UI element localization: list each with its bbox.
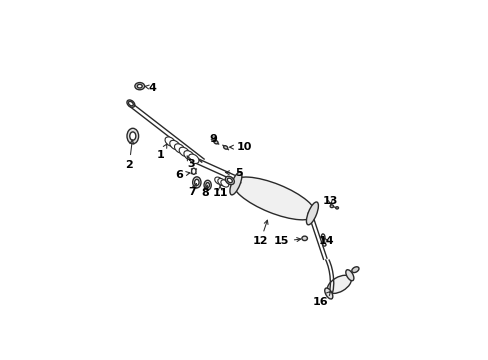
Text: 6: 6 <box>175 170 189 180</box>
Ellipse shape <box>203 180 211 190</box>
Ellipse shape <box>179 147 189 157</box>
Ellipse shape <box>326 275 350 293</box>
Ellipse shape <box>322 243 325 246</box>
Text: 15: 15 <box>273 237 300 246</box>
Text: 5: 5 <box>225 168 243 179</box>
Ellipse shape <box>217 179 225 186</box>
Ellipse shape <box>174 144 184 153</box>
Ellipse shape <box>205 183 209 188</box>
Text: 16: 16 <box>312 292 330 307</box>
Ellipse shape <box>128 102 133 106</box>
Ellipse shape <box>137 84 142 88</box>
Ellipse shape <box>127 100 135 107</box>
Ellipse shape <box>225 176 234 185</box>
Ellipse shape <box>135 82 144 90</box>
Text: 9: 9 <box>209 134 217 144</box>
Ellipse shape <box>345 270 353 281</box>
Ellipse shape <box>223 146 227 149</box>
Text: 2: 2 <box>125 140 134 170</box>
Text: 11: 11 <box>212 186 227 198</box>
Ellipse shape <box>165 137 175 146</box>
Text: 8: 8 <box>201 185 208 198</box>
Text: 12: 12 <box>252 220 267 246</box>
Ellipse shape <box>183 150 194 160</box>
Ellipse shape <box>214 177 222 184</box>
Ellipse shape <box>192 177 201 188</box>
Text: 7: 7 <box>188 184 196 197</box>
Ellipse shape <box>188 154 199 163</box>
Ellipse shape <box>335 207 338 209</box>
Text: 4: 4 <box>144 82 156 93</box>
Ellipse shape <box>324 288 332 299</box>
Ellipse shape <box>221 180 228 187</box>
Ellipse shape <box>194 179 199 185</box>
Ellipse shape <box>127 128 138 144</box>
Ellipse shape <box>232 177 315 220</box>
Ellipse shape <box>227 178 232 183</box>
Ellipse shape <box>169 140 180 150</box>
Text: 13: 13 <box>322 196 337 206</box>
Ellipse shape <box>229 172 242 195</box>
Text: 10: 10 <box>229 142 252 152</box>
Ellipse shape <box>213 140 218 144</box>
Text: 3: 3 <box>187 156 194 169</box>
Text: 1: 1 <box>156 144 166 161</box>
Ellipse shape <box>321 234 325 239</box>
Ellipse shape <box>306 202 318 225</box>
Text: 14: 14 <box>318 237 333 246</box>
Ellipse shape <box>191 168 196 174</box>
Ellipse shape <box>301 236 307 240</box>
Ellipse shape <box>129 132 136 140</box>
Ellipse shape <box>351 267 358 273</box>
Ellipse shape <box>329 205 333 208</box>
